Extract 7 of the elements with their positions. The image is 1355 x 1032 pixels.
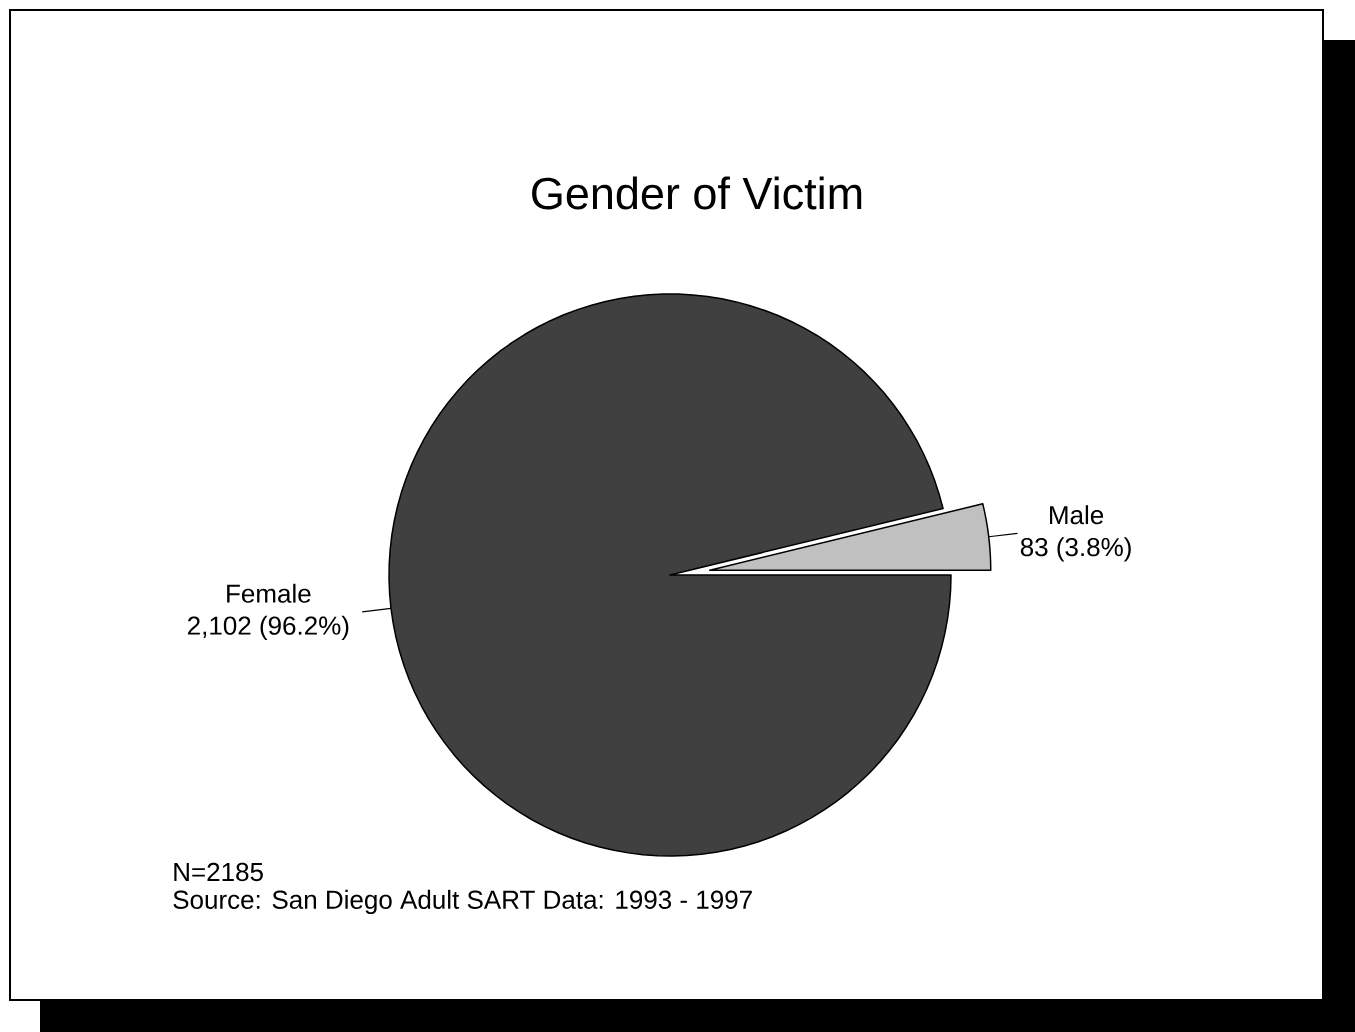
slice-label: Female <box>227 583 311 603</box>
chart-title: Gender of Victim <box>532 176 862 210</box>
text: N=2185 <box>174 862 263 882</box>
slice-label: Male <box>1050 505 1104 525</box>
data-label: 83 (3.8%) <box>1020 537 1131 562</box>
source-note: Source: San Diego Adult SART Data: 1993 - 1997 <box>173 889 752 915</box>
data-label: 2,102 (96.2%) <box>187 615 349 640</box>
